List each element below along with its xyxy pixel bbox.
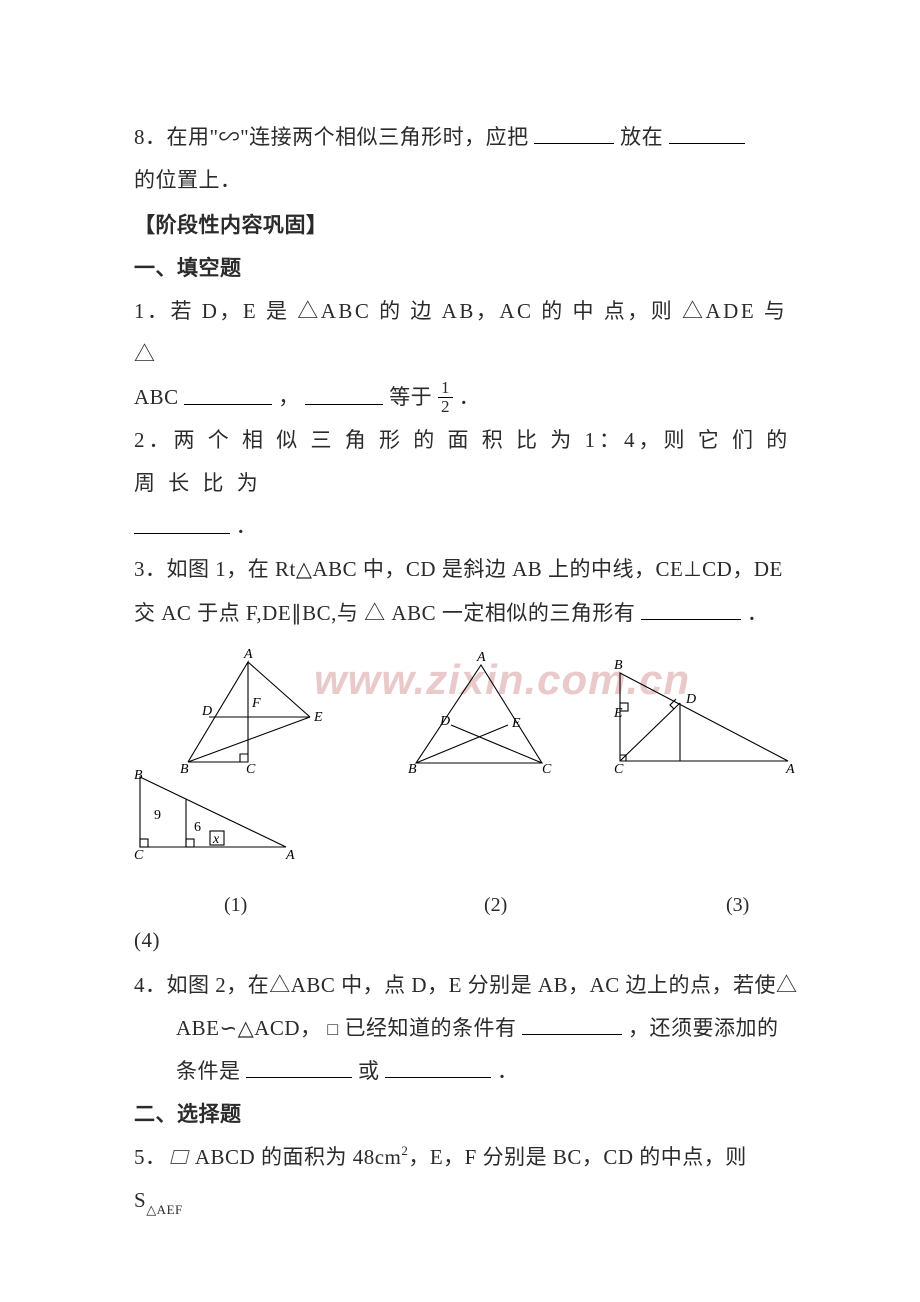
q2-blank xyxy=(134,511,230,534)
svg-text:B: B xyxy=(408,762,417,775)
svg-text:E: E xyxy=(613,706,623,721)
svg-text:C: C xyxy=(542,762,552,775)
q8-line1: 8．在用"∽"连接两个相似三角形时，应把 放在 xyxy=(134,116,800,159)
label-3: (3) xyxy=(726,885,749,926)
svg-text:F: F xyxy=(251,696,261,711)
q5-sup2: 2 xyxy=(401,1143,408,1158)
q3-blank xyxy=(641,597,741,620)
svg-text:x: x xyxy=(212,832,220,847)
figure-labels-row: (1) (2) (3) xyxy=(134,885,800,915)
q8-blank-1 xyxy=(534,121,614,144)
q5-num: 5． xyxy=(134,1145,167,1169)
svg-text:9: 9 xyxy=(154,808,161,823)
q1-text-d: 等于 xyxy=(389,385,432,409)
q1-line1: 1．若 D，E 是 △ABC 的 边 AB，AC 的 中 点，则 △ADE 与 … xyxy=(134,290,800,376)
q1-line2: ABC ， 等于 1 2 ． xyxy=(134,376,800,419)
svg-text:C: C xyxy=(134,848,144,861)
q8-text-a: 8．在用"∽"连接两个相似三角形时，应把 xyxy=(134,125,529,149)
q8-text-c: 的位置上． xyxy=(134,168,242,192)
section-consolidation-header: 【阶段性内容巩固】 xyxy=(134,204,800,247)
svg-text:A: A xyxy=(785,762,795,775)
q1-abc: ABC xyxy=(134,385,179,409)
figure-3: B C A D E xyxy=(600,653,800,790)
page: 8．在用"∽"连接两个相似三角形时，应把 放在 的位置上． 【阶段性内容巩固】 … xyxy=(0,0,920,1302)
svg-text:D: D xyxy=(201,704,212,719)
q4-text-d: ，还须要添加的 xyxy=(628,1016,779,1040)
q4-text-g: ． xyxy=(497,1059,519,1083)
svg-text:E: E xyxy=(511,716,521,731)
q4-blank-3 xyxy=(385,1055,491,1078)
svg-text:A: A xyxy=(285,848,295,861)
q8-blank-2 xyxy=(669,121,745,144)
svg-text:D: D xyxy=(685,692,696,707)
fraction-num: 1 xyxy=(438,379,453,396)
q4-blank-2 xyxy=(246,1055,352,1078)
q4-text-c: 已经知道的条件有 xyxy=(344,1016,516,1040)
q4-line1: 4．如图 2，在△ABC 中，点 D，E 分别是 AB，AC 边上的点，若使△ xyxy=(134,964,800,1007)
q4-line2: ABE∽△ACD， □ 已经知道的条件有 ，还须要添加的 xyxy=(134,1007,800,1050)
q5-text-b: ABCD 的面积为 48cm xyxy=(195,1145,402,1169)
figure-4: B C A 9 6 x xyxy=(128,769,298,876)
q3-text-b: 交 AC 于点 F,DE∥BC,与 △ ABC 一定相似的三角形有 xyxy=(134,601,635,625)
q8-line2: 的位置上． xyxy=(134,159,800,202)
q1-blank-2 xyxy=(305,382,383,405)
svg-text:E: E xyxy=(313,710,323,725)
q1-period: ． xyxy=(459,385,481,409)
q2-line2: ． xyxy=(134,505,800,548)
q4-blank-1 xyxy=(522,1012,622,1035)
section-choice-header: 二、选择题 xyxy=(134,1093,800,1136)
svg-text:B: B xyxy=(614,658,623,673)
q4-text-f: 或 xyxy=(358,1059,380,1083)
q1-blank-1 xyxy=(184,382,272,405)
svg-text:D: D xyxy=(439,714,450,729)
figures-row: www.zixin.com.cn A D F E B C xyxy=(134,641,800,851)
figure-2: A B C D E xyxy=(396,647,556,790)
q5-line1: 5． ABCD 的面积为 48cm2，E，F 分别是 BC，CD 的中点，则 S… xyxy=(134,1136,800,1222)
q3-line1: 3．如图 1，在 Rt△ABC 中，CD 是斜边 AB 上的中线，CE⊥CD，D… xyxy=(134,548,800,591)
q4-text-b: ABE∽△ACD， xyxy=(176,1016,322,1040)
svg-text:C: C xyxy=(614,762,624,775)
fraction-den: 2 xyxy=(438,397,453,415)
q3-line2: 交 AC 于点 F,DE∥BC,与 △ ABC 一定相似的三角形有 ． xyxy=(134,592,800,635)
svg-text:B: B xyxy=(134,769,143,783)
section-fill-header: 一、填空题 xyxy=(134,247,800,290)
q4-line3: 条件是 或 ． xyxy=(134,1050,800,1093)
q8-text-b: 放在 xyxy=(620,125,663,149)
parallelogram-icon xyxy=(171,1150,190,1164)
label-1: (1) xyxy=(224,885,247,926)
svg-text:A: A xyxy=(476,650,486,665)
label-2: (2) xyxy=(484,885,507,926)
fraction-half: 1 2 xyxy=(438,379,453,415)
label-4: (4) xyxy=(134,928,160,952)
svg-text:A: A xyxy=(243,647,253,662)
q1-comma: ， xyxy=(278,385,300,409)
q2-period: ． xyxy=(236,514,258,538)
q3-period: ． xyxy=(747,601,769,625)
q2-line1: 2．两 个 相 似 三 角 形 的 面 积 比 为 1：4，则 它 们 的 周 … xyxy=(134,419,800,505)
parallelogram-glyph: □ xyxy=(327,1011,338,1048)
svg-text:6: 6 xyxy=(194,820,201,835)
q5-sub: △AEF xyxy=(146,1202,183,1217)
q4-text-e: 条件是 xyxy=(176,1059,241,1083)
